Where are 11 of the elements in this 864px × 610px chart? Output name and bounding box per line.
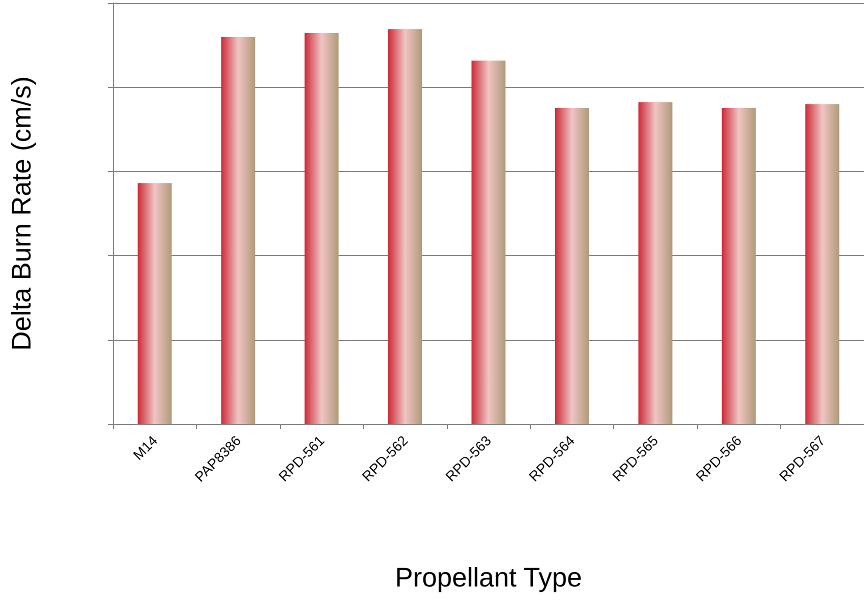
bar [554, 108, 589, 424]
bar [638, 102, 672, 424]
bar [805, 104, 840, 424]
bar [388, 29, 422, 424]
bar [221, 36, 256, 424]
bar [472, 60, 506, 424]
bar [722, 108, 756, 424]
bar [304, 33, 339, 424]
y-axis-title: Delta Burn Rate (cm/s) [6, 76, 36, 351]
x-axis-title: Propellant Type [394, 562, 582, 592]
bar [138, 183, 172, 424]
